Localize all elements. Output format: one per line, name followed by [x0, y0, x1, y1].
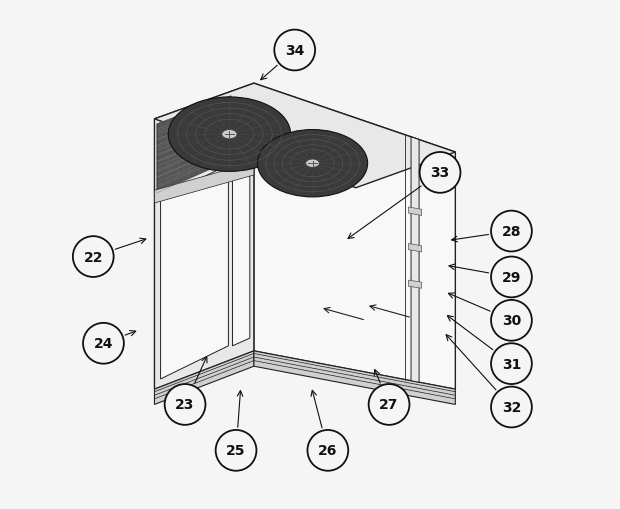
Text: 30: 30 [502, 314, 521, 328]
Text: 31: 31 [502, 357, 521, 371]
Polygon shape [154, 84, 455, 188]
Ellipse shape [306, 160, 319, 168]
Text: 23: 23 [175, 398, 195, 412]
Text: 29: 29 [502, 270, 521, 285]
Polygon shape [411, 137, 419, 383]
Polygon shape [254, 351, 455, 405]
Circle shape [308, 430, 348, 471]
Text: 32: 32 [502, 400, 521, 414]
Circle shape [369, 384, 409, 425]
Ellipse shape [257, 130, 368, 197]
Text: 34: 34 [285, 44, 304, 58]
Polygon shape [254, 84, 455, 389]
Polygon shape [154, 351, 254, 405]
Text: 26: 26 [318, 443, 337, 458]
Polygon shape [154, 163, 254, 204]
Text: eReplacementParts.com: eReplacementParts.com [228, 281, 372, 294]
Polygon shape [232, 158, 250, 346]
Polygon shape [409, 208, 422, 216]
Circle shape [491, 387, 532, 428]
Circle shape [491, 257, 532, 298]
Polygon shape [409, 280, 422, 289]
Circle shape [491, 344, 532, 384]
Circle shape [491, 300, 532, 341]
Circle shape [216, 430, 257, 471]
Circle shape [73, 237, 113, 277]
Polygon shape [157, 97, 231, 193]
Circle shape [491, 211, 532, 252]
Text: 24: 24 [94, 336, 113, 351]
Polygon shape [409, 244, 422, 252]
Ellipse shape [222, 130, 237, 139]
Circle shape [165, 384, 205, 425]
Text: 27: 27 [379, 398, 399, 412]
Circle shape [274, 31, 315, 71]
Text: 22: 22 [84, 250, 103, 264]
Text: 33: 33 [430, 166, 450, 180]
Polygon shape [161, 165, 228, 379]
Ellipse shape [168, 98, 291, 172]
Text: 28: 28 [502, 224, 521, 239]
Polygon shape [154, 84, 254, 389]
Text: 25: 25 [226, 443, 246, 458]
Circle shape [83, 323, 124, 364]
Circle shape [420, 153, 461, 193]
